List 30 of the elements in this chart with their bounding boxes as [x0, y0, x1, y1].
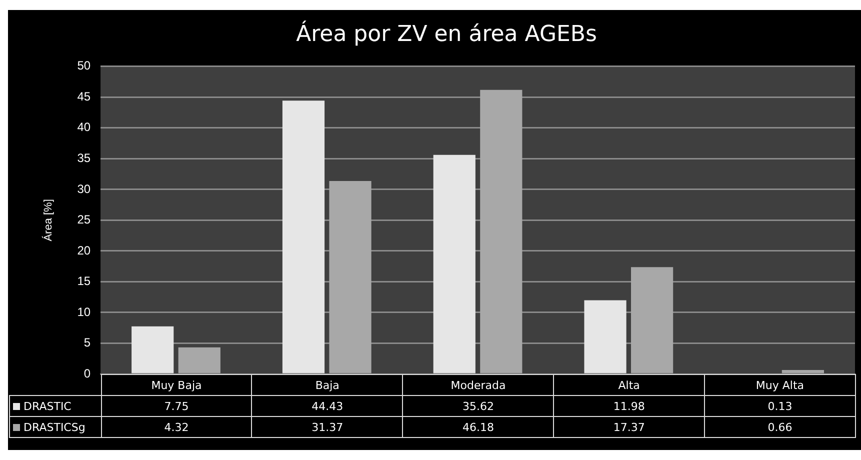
y-tick-label: 45	[77, 89, 91, 104]
y-tick-label: 10	[77, 304, 91, 319]
x-tick-label: Alta	[554, 374, 705, 396]
legend-label: DRASTIC	[24, 400, 72, 412]
y-tick-label: 25	[77, 212, 91, 227]
data-label: 0.66	[704, 416, 856, 438]
legend-label: DRASTICSg	[24, 420, 86, 434]
y-tick-label: 5	[84, 336, 91, 350]
y-tick-label: 35	[77, 150, 91, 165]
y-tick-label: 40	[77, 120, 91, 134]
x-tick-label: Muy Alta	[704, 374, 856, 396]
y-tick-label: 20	[77, 243, 91, 258]
y-tick-label: 50	[77, 58, 91, 73]
data-label: 44.43	[252, 396, 403, 416]
data-label: 4.32	[101, 416, 252, 438]
y-tick-label: 0	[84, 366, 91, 380]
y-axis-title: Área [%]	[42, 199, 55, 242]
data-label: 11.98	[554, 396, 705, 416]
chart-title: Área por ZV en área AGEBs	[296, 20, 597, 47]
x-tick-label: Moderada	[402, 374, 554, 396]
data-label: 7.75	[101, 396, 252, 416]
x-tick-label: Baja	[252, 374, 403, 396]
data-label: 31.37	[252, 416, 403, 438]
data-label: 35.62	[402, 396, 554, 416]
data-label: 17.37	[554, 416, 705, 438]
x-tick-label: Muy Baja	[101, 374, 252, 396]
data-label: 46.18	[402, 416, 554, 438]
data-label: 0.13	[704, 396, 856, 416]
y-tick-label: 15	[77, 274, 91, 288]
y-tick-label: 30	[77, 182, 91, 196]
